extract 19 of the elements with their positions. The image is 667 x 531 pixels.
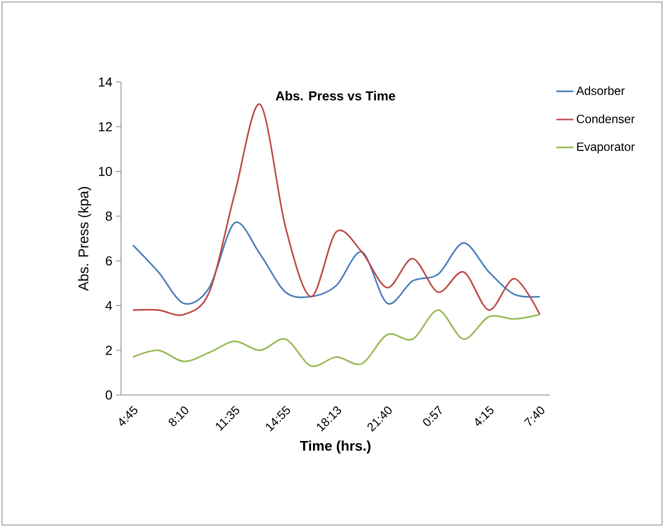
x-axis-title: Time (hrs.) xyxy=(300,440,370,454)
y-tick-label: 14 xyxy=(98,78,112,86)
legend-label: Condenser xyxy=(576,114,635,124)
y-axis-title: Abs. Press (kpa) xyxy=(78,186,92,291)
y-tick-label: 8 xyxy=(106,212,112,221)
line-series xyxy=(132,222,541,304)
text: Abs. Press vs Time xyxy=(276,90,396,100)
y-tick-label: 12 xyxy=(98,122,112,132)
y-tick-label: 10 xyxy=(98,166,112,176)
x-tick-label: 8:10 xyxy=(168,406,188,426)
legend-label: Adsorber xyxy=(576,86,625,96)
x-tick-label: 7:40 xyxy=(524,406,544,426)
line-series xyxy=(132,309,541,368)
legend-label: Evaporator xyxy=(577,142,635,154)
y-tick-label: 4 xyxy=(106,301,112,310)
y-tick-label: 2 xyxy=(106,346,112,355)
y-tick-label: 6 xyxy=(106,256,112,266)
line-series xyxy=(132,104,541,316)
y-tick-label: 0 xyxy=(106,390,112,400)
